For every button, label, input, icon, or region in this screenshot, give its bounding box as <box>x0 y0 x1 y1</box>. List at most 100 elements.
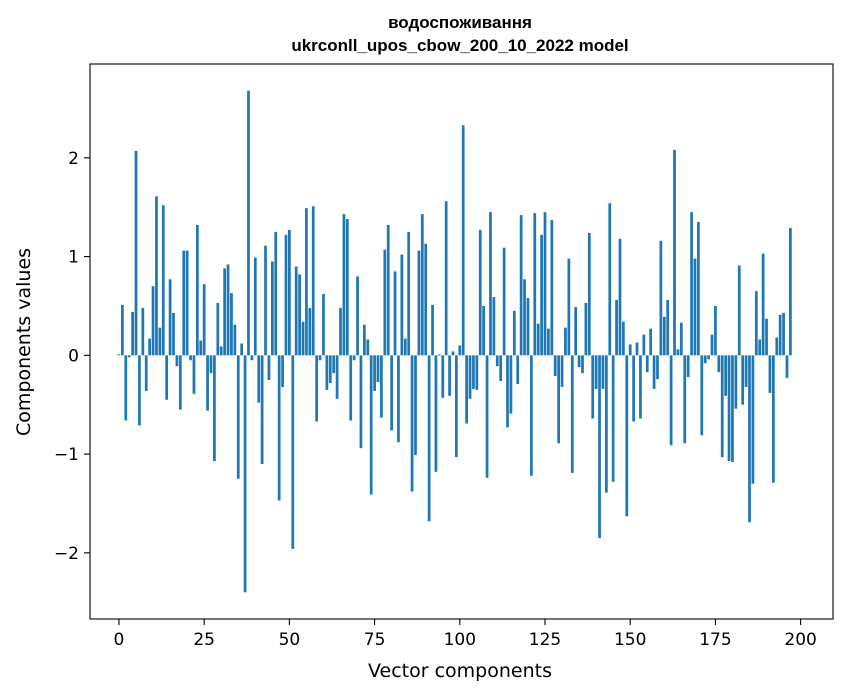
y-tick-label: 2 <box>68 149 79 169</box>
bar <box>686 355 690 378</box>
bar <box>451 351 455 356</box>
bar <box>383 249 387 356</box>
bar <box>366 339 370 356</box>
bar <box>291 355 295 549</box>
x-tick-label: 175 <box>699 630 731 650</box>
bar <box>519 215 523 356</box>
bar <box>642 334 646 356</box>
bar <box>230 293 233 356</box>
plot-frame <box>89 63 834 620</box>
bar <box>223 268 226 356</box>
bar <box>485 355 489 478</box>
bar <box>294 266 298 356</box>
bar <box>376 355 380 382</box>
bar <box>765 318 768 356</box>
bar <box>185 250 189 356</box>
bar <box>236 355 240 479</box>
bar <box>608 203 612 356</box>
bar <box>598 355 601 539</box>
bar <box>243 355 247 593</box>
bar <box>553 355 557 377</box>
bar <box>189 355 192 361</box>
bar <box>305 208 308 356</box>
bar <box>601 355 605 389</box>
bar <box>465 355 468 424</box>
bar <box>625 355 629 517</box>
bar <box>127 355 131 358</box>
bar <box>632 355 635 422</box>
bar <box>547 328 550 356</box>
x-tick-label: 100 <box>444 630 476 650</box>
bar <box>141 307 145 356</box>
x-tick-label: 125 <box>529 630 561 650</box>
bar <box>645 355 649 373</box>
bar <box>512 310 516 356</box>
bar <box>267 355 271 381</box>
bar <box>322 294 325 356</box>
bar <box>768 355 772 393</box>
x-tick-label: 75 <box>364 630 386 650</box>
x-tick-label: 25 <box>193 630 215 650</box>
bar <box>526 298 530 356</box>
bar <box>352 355 356 361</box>
y-axis-ticks: −2 −1 0 1 2 <box>54 149 90 564</box>
bar <box>724 355 728 396</box>
bar <box>550 220 554 356</box>
bar <box>475 355 479 390</box>
bar <box>567 258 571 356</box>
bar <box>407 231 411 356</box>
bar <box>751 355 755 484</box>
bar <box>363 324 366 356</box>
bar <box>710 334 714 356</box>
x-axis-label: Vector components <box>368 660 552 682</box>
bar <box>727 355 731 461</box>
bar <box>335 355 339 399</box>
bar <box>700 355 704 436</box>
bar <box>669 355 673 446</box>
bar <box>134 150 138 356</box>
bar <box>325 355 329 390</box>
bar <box>690 212 693 356</box>
bar <box>744 355 748 387</box>
bar <box>121 304 124 356</box>
bar <box>427 355 431 522</box>
bar <box>199 340 203 356</box>
bar <box>393 271 397 356</box>
bar <box>233 324 237 356</box>
bar <box>533 213 537 356</box>
bar <box>673 149 676 356</box>
bar <box>679 322 683 356</box>
bar <box>492 297 496 356</box>
bar <box>489 212 492 356</box>
bar <box>652 355 656 389</box>
bar <box>649 328 653 356</box>
bar <box>683 355 687 444</box>
bar <box>628 344 632 356</box>
bar <box>301 321 305 356</box>
bar <box>499 355 503 382</box>
bar <box>397 355 400 443</box>
bar <box>707 355 710 360</box>
bar <box>240 343 244 356</box>
bar <box>618 238 622 356</box>
chart-subtitle: ukrconll_upos_cbow_200_10_2022 model <box>291 36 628 55</box>
bar <box>328 355 332 383</box>
x-tick-label: 50 <box>279 630 301 650</box>
bar <box>359 355 363 449</box>
bar <box>635 342 639 356</box>
bar <box>584 302 588 356</box>
bar <box>693 258 697 356</box>
bar <box>168 279 172 356</box>
bar <box>178 355 182 410</box>
bar <box>148 338 152 356</box>
bar <box>131 311 134 356</box>
bar <box>403 338 407 356</box>
y-tick-label: 1 <box>68 248 79 268</box>
bar <box>151 286 155 356</box>
bar <box>420 214 424 356</box>
bar <box>270 261 274 356</box>
y-tick-label: −2 <box>54 544 79 564</box>
bar <box>455 355 458 458</box>
bar <box>604 355 608 493</box>
